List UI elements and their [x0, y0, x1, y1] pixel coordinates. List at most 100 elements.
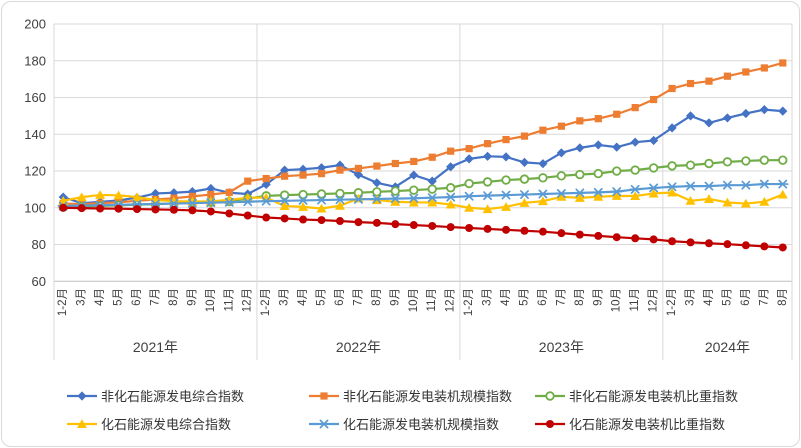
filled-circle-marker	[299, 215, 308, 224]
year-labels: 2021年 2022年 2023年 2024年	[133, 339, 750, 355]
open-circle-marker	[427, 184, 437, 194]
month-tick-label: 3月	[482, 288, 494, 306]
filled-circle-marker	[668, 237, 677, 246]
filled-circle-marker	[723, 240, 732, 249]
open-circle-marker	[741, 156, 751, 166]
y-tick-label: 80	[32, 237, 46, 252]
year-label: 2023年	[539, 339, 584, 355]
chart-legend: 非化石能源发电综合指数 非化石能源发电装机规模指数 非化石能源发电装机比重指数 …	[66, 386, 786, 433]
triangle-marker	[464, 202, 475, 212]
open-circle-marker	[593, 168, 603, 179]
series-line	[62, 61, 784, 206]
asterisk-marker	[318, 419, 330, 428]
y-tick-label: 100	[24, 200, 46, 215]
month-tick-label: 12月	[445, 288, 457, 312]
asterisk-marker	[758, 179, 771, 189]
month-tick-label: 3月	[76, 288, 88, 306]
legend-label: 化石能源发电装机比重指数	[569, 417, 726, 432]
filled-circle-marker	[262, 213, 271, 222]
filled-circle-marker	[520, 226, 529, 235]
y-tick-label: 180	[24, 53, 46, 68]
asterisk-marker	[647, 183, 660, 193]
square-marker	[650, 95, 658, 104]
diamond-marker	[630, 137, 640, 147]
square-marker	[520, 132, 529, 140]
month-tick-label: 7月	[352, 288, 364, 306]
square-marker	[760, 64, 768, 72]
legend-marker-square-icon	[309, 391, 339, 400]
filled-circle-marker	[59, 203, 68, 212]
asterisk-marker	[407, 193, 420, 203]
asterisk-marker	[297, 195, 309, 205]
open-circle-marker	[464, 178, 474, 189]
y-tick-label: 160	[24, 90, 46, 105]
filled-circle-marker	[151, 205, 160, 214]
triangle-marker	[501, 202, 512, 211]
month-tick-label: 4月	[297, 288, 309, 306]
asterisk-marker	[389, 194, 402, 204]
month-tick-label: 5月	[518, 288, 530, 306]
filled-circle-marker	[77, 204, 86, 213]
diamond-marker	[353, 170, 364, 180]
legend-item-nonfossil-capacity-share: 非化石能源发电装机比重指数	[534, 386, 786, 405]
asterisk-marker	[666, 182, 678, 192]
square-marker	[281, 172, 289, 180]
month-tick-label: 12月	[648, 288, 660, 312]
open-circle-marker	[409, 185, 419, 195]
triangle-marker	[667, 187, 678, 197]
month-tick-label: 8月	[168, 288, 180, 306]
asterisk-marker	[740, 180, 752, 190]
triangle-marker	[445, 199, 456, 209]
asterisk-marker	[518, 190, 531, 200]
open-circle-marker	[335, 188, 345, 199]
filled-circle-marker	[778, 243, 787, 252]
filled-circle-marker	[483, 224, 492, 233]
open-circle-marker	[279, 190, 290, 200]
month-tick-label: 6月	[537, 288, 549, 306]
asterisk-marker	[463, 191, 475, 201]
legend-marker-asterisk-icon	[309, 419, 339, 428]
series-1	[59, 59, 787, 208]
month-tick-label: 11月	[223, 288, 235, 311]
diamond-marker	[335, 160, 345, 170]
asterisk-marker	[260, 196, 273, 206]
month-tick-label: 10月	[205, 288, 217, 312]
triangle-marker	[334, 200, 345, 210]
filled-circle-marker	[594, 231, 603, 240]
y-axis-labels: 200 180 160 140 120 100 80 60	[24, 17, 46, 289]
filled-circle-marker	[114, 204, 123, 213]
series-0	[58, 105, 788, 208]
diamond-marker	[501, 152, 511, 162]
square-marker	[779, 59, 787, 67]
square-marker	[613, 110, 621, 118]
square-marker	[188, 192, 196, 200]
asterisk-marker	[168, 199, 180, 209]
asterisk-marker	[241, 197, 254, 207]
diamond-marker	[741, 108, 751, 119]
triangle-marker	[611, 191, 622, 200]
square-marker	[373, 162, 381, 170]
open-circle-marker	[778, 155, 788, 165]
square-marker	[483, 140, 492, 148]
asterisk-marker	[500, 190, 512, 200]
square-marker	[320, 391, 328, 400]
month-tick-label: 5月	[721, 288, 733, 306]
asterisk-marker	[629, 184, 642, 194]
month-tick-label: 6月	[334, 288, 346, 306]
triangle-marker	[703, 194, 714, 203]
triangle-marker	[132, 192, 143, 202]
triangle-marker	[740, 198, 751, 208]
month-tick-label: 4月	[94, 288, 106, 306]
triangle-marker	[685, 196, 696, 205]
asterisk-marker	[426, 193, 439, 203]
filled-circle-marker	[465, 224, 474, 233]
square-marker	[299, 171, 307, 179]
filled-circle-marker	[502, 225, 511, 234]
asterisk-marker	[186, 198, 199, 208]
open-circle-marker	[630, 165, 640, 175]
open-circle-marker	[722, 157, 733, 167]
square-marker	[557, 122, 565, 130]
filled-circle-marker	[169, 205, 178, 214]
series-4	[57, 179, 789, 211]
